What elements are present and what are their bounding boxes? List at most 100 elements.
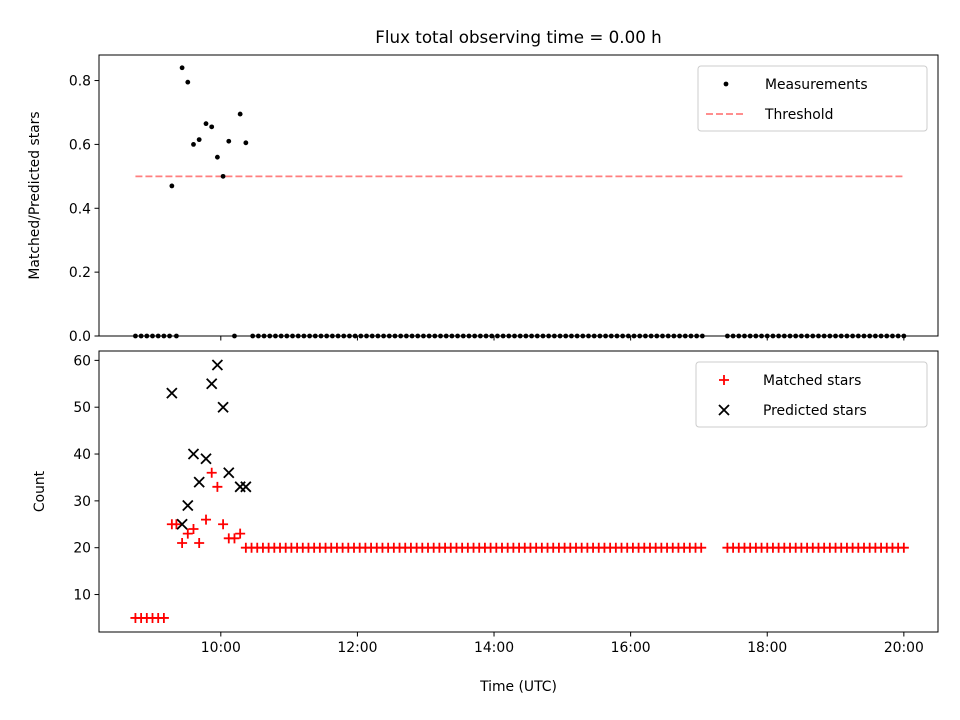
matched-star-point	[218, 519, 229, 530]
measurement-point	[517, 333, 523, 339]
measurement-point	[759, 333, 764, 339]
measurement-point	[557, 333, 563, 339]
measurement-point	[838, 333, 844, 339]
measurement-point	[867, 333, 873, 339]
measurement-point	[318, 333, 324, 339]
measurement-point	[232, 333, 237, 339]
y-tick-label: 20	[73, 541, 91, 557]
y-tick-label: 0.2	[69, 265, 91, 281]
measurement-point	[643, 333, 648, 339]
measurement-point	[723, 81, 729, 87]
measurement-point	[816, 333, 821, 339]
measurement-point	[191, 142, 196, 147]
y-tick-label: 60	[73, 353, 91, 369]
measurement-point	[724, 333, 730, 339]
measurement-point	[261, 333, 267, 339]
matched-star-point	[188, 523, 199, 534]
measurement-point	[551, 333, 557, 339]
measurement-point	[483, 333, 489, 339]
measurement-point	[677, 333, 682, 339]
measurement-point	[654, 333, 660, 339]
measurement-point	[747, 333, 753, 339]
legend-label: Predicted stars	[763, 403, 867, 419]
measurement-point	[770, 333, 776, 339]
measurement-point	[150, 333, 155, 339]
measurement-point	[540, 333, 546, 339]
measurement-point	[850, 333, 856, 339]
y-tick-label: 30	[73, 494, 91, 510]
measurement-point	[301, 333, 307, 339]
measurement-point	[804, 333, 810, 339]
measurement-point	[580, 333, 586, 339]
measurement-point	[569, 333, 574, 339]
measurement-point	[753, 333, 759, 339]
measurement-point	[169, 183, 175, 189]
measurement-point	[861, 333, 867, 339]
measurement-point	[460, 333, 466, 339]
y-tick-label: 0.4	[69, 201, 91, 217]
measurement-point	[243, 140, 249, 146]
measurement-point	[682, 333, 688, 339]
measurement-point	[534, 333, 540, 339]
measurement-point	[324, 333, 330, 339]
measurement-point	[506, 333, 512, 339]
measurement-point	[403, 333, 409, 339]
measurement-point	[529, 333, 534, 339]
measurement-point	[449, 333, 455, 339]
measurement-point	[432, 333, 438, 339]
measurement-point	[477, 333, 483, 339]
measurement-point	[174, 333, 179, 339]
top-panel: 0.0 0.2 0.4 0.6 0.8 Matched/Predicted stars Me…	[27, 54, 939, 345]
measurement-point	[421, 333, 426, 339]
measurement-point	[369, 333, 375, 339]
predicted-star-point	[217, 401, 229, 413]
measurement-point	[278, 333, 284, 339]
measurement-point	[781, 333, 787, 339]
measurement-point	[214, 154, 220, 160]
measurement-point	[827, 333, 833, 339]
measurement-point	[144, 333, 150, 339]
measurement-point	[409, 333, 415, 339]
measurement-point	[438, 333, 443, 339]
measurement-point	[631, 333, 637, 339]
y-tick-label: 0.8	[69, 74, 91, 90]
matched-star-point	[171, 519, 182, 530]
measurement-point	[426, 333, 432, 339]
matched-star-point	[177, 538, 188, 549]
y-axis-label: Matched/Predicted stars	[27, 111, 43, 279]
bottom-panel-frame	[98, 350, 939, 633]
y-axis-label: Count	[32, 470, 48, 512]
bottom-panel: 10 20 30 40 50 60 10:00 12:00 14:00 16:00 18:00 20:…	[32, 350, 939, 695]
legend-label: Matched stars	[763, 373, 861, 389]
matched-star-point	[898, 542, 909, 553]
predicted-star-point	[193, 476, 205, 488]
legend: Matched stars Predicted stars	[695, 361, 928, 428]
measurement-point	[500, 333, 506, 339]
measurement-point	[329, 333, 335, 339]
matched-stars-series	[130, 467, 909, 623]
measurement-point	[660, 333, 665, 339]
measurement-point	[226, 138, 232, 144]
legend-label: Measurements	[765, 77, 868, 93]
measurement-point	[637, 333, 643, 339]
predicted-star-point	[240, 481, 252, 493]
measurement-point	[608, 333, 614, 339]
measurement-point	[523, 333, 529, 339]
matched-star-point	[201, 514, 212, 525]
measurement-point	[591, 333, 597, 339]
measurement-point	[375, 333, 381, 339]
measurement-point	[185, 79, 191, 85]
measurement-point	[237, 111, 243, 117]
predicted-star-point	[182, 499, 194, 512]
measurement-point	[821, 333, 827, 339]
measurement-point	[495, 333, 500, 339]
measurement-point	[833, 333, 838, 339]
predicted-star-point	[176, 518, 188, 530]
measurement-point	[267, 333, 273, 339]
measurement-point	[220, 173, 226, 179]
measurement-point	[776, 333, 782, 339]
measurement-point	[415, 333, 421, 339]
measurement-point	[341, 333, 347, 339]
measurement-point	[694, 333, 700, 339]
y-tick-label: 0.6	[69, 137, 91, 153]
